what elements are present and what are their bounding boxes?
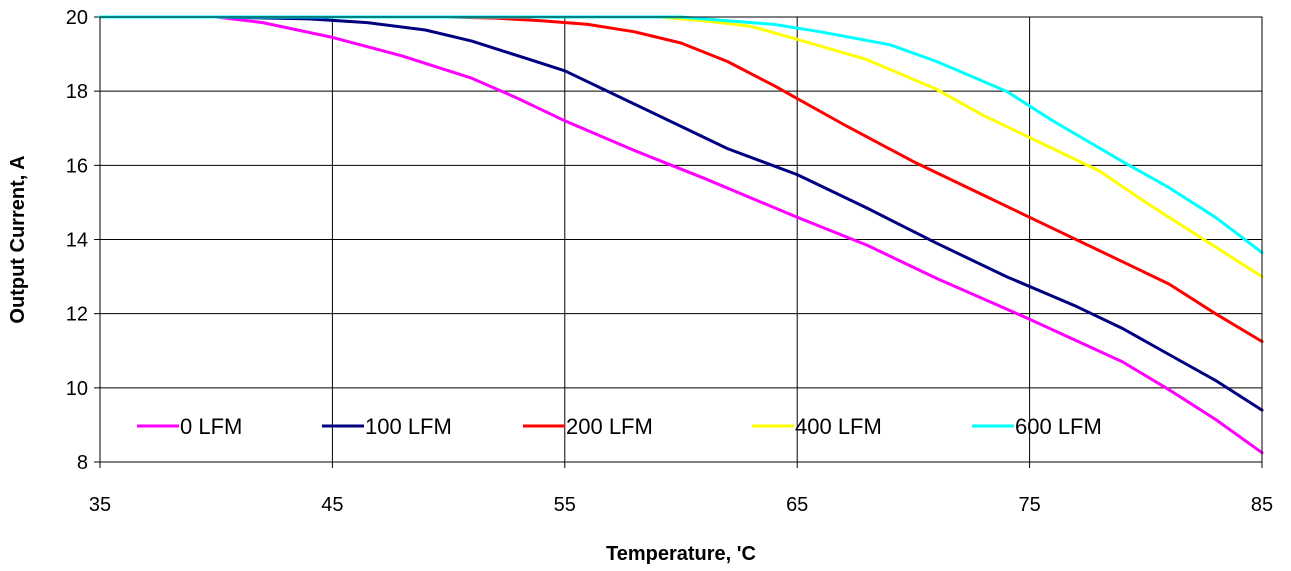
y-tick-label: 12: [66, 304, 88, 326]
legend: 0 LFM 100 LFM 200 LFM 400 LFM 600 LFM: [137, 414, 1102, 439]
x-tick-label: 35: [89, 494, 111, 516]
legend-label-2: 200 LFM: [566, 414, 653, 439]
y-tick-label: 18: [66, 81, 88, 103]
series-line-0: [98, 15, 1264, 455]
y-tick-labels: 8 10 12 14 16 18 20: [66, 7, 88, 474]
series-line-4: [98, 15, 1264, 254]
legend-label-4: 600 LFM: [1015, 414, 1102, 439]
plot-area-border: [99, 16, 1263, 463]
series-lines: [98, 15, 1264, 455]
legend-label-0: 0 LFM: [180, 414, 242, 439]
y-tick-label: 14: [66, 230, 88, 252]
series-line-3: [98, 15, 1264, 279]
x-tick-label: 85: [1251, 494, 1273, 516]
legend-label-1: 100 LFM: [365, 414, 452, 439]
y-tick-label: 8: [77, 452, 88, 474]
x-tick-label: 75: [1018, 494, 1040, 516]
y-tick-label: 20: [66, 7, 88, 29]
series-line-1: [98, 15, 1264, 412]
x-tick-label: 45: [321, 494, 343, 516]
y-axis-title: Output Current, A: [7, 155, 29, 323]
x-tick-label: 55: [554, 494, 576, 516]
x-tick-label: 65: [786, 494, 808, 516]
x-axis-title: Temperature, 'C: [606, 543, 756, 565]
series-line-2: [98, 15, 1264, 343]
grid: [94, 16, 1263, 468]
y-tick-label: 10: [66, 378, 88, 400]
x-tick-labels: 35 45 55 65 75 85: [89, 494, 1273, 516]
y-tick-label: 16: [66, 155, 88, 177]
legend-label-3: 400 LFM: [795, 414, 882, 439]
